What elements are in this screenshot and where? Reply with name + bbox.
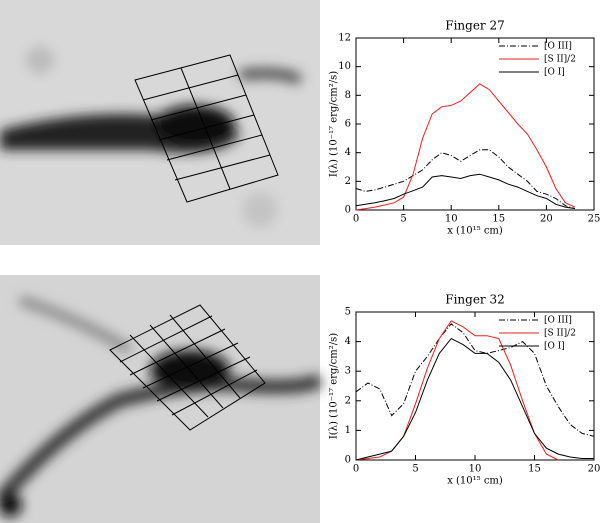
x-axis-label: x (10¹⁵ cm) (447, 226, 503, 237)
x-tick-label: 25 (588, 214, 600, 225)
legend-label: [O I] (544, 342, 565, 352)
y-tick-label: 2 (345, 176, 351, 187)
y-tick-label: 10 (338, 61, 351, 72)
x-tick-label: 10 (445, 214, 458, 225)
y-tick-label: 0 (345, 455, 351, 466)
y-axis-label: I(λ) (10⁻¹⁷ erg/cm²/s) (329, 71, 340, 177)
x-tick-label: 0 (353, 464, 359, 475)
legend-label: [O III] (544, 42, 572, 52)
x-tick-label: 10 (469, 464, 482, 475)
series-line (355, 323, 595, 437)
x-tick-label: 15 (492, 214, 505, 225)
series-line (355, 173, 576, 210)
legend-label: [S II]/2 (544, 55, 576, 65)
series-line (355, 337, 594, 461)
legend-label: [O I] (544, 68, 565, 78)
series-line (355, 83, 576, 211)
y-tick-label: 4 (345, 147, 351, 158)
chart-title: Finger 27 (445, 19, 505, 33)
series-line (355, 149, 576, 210)
x-axis-label: x (10¹⁵ cm) (447, 476, 503, 487)
image-finger-32 (0, 275, 324, 523)
y-tick-label: 3 (345, 366, 351, 377)
x-tick-label: 20 (588, 464, 600, 475)
y-tick-label: 12 (338, 33, 351, 44)
legend-label: [S II]/2 (544, 329, 576, 339)
legend-label: [O III] (544, 316, 572, 326)
y-tick-label: 6 (345, 119, 351, 130)
x-tick-label: 5 (400, 214, 406, 225)
x-tick-label: 5 (412, 464, 418, 475)
y-tick-label: 0 (345, 205, 351, 216)
image-finger-27 (0, 0, 320, 245)
x-tick-label: 20 (540, 214, 553, 225)
x-tick-label: 0 (353, 214, 359, 225)
y-axis-label: I(λ) (10⁻¹⁷ erg/cm²/s) (329, 333, 340, 439)
y-tick-label: 8 (345, 90, 351, 101)
y-tick-label: 5 (345, 307, 351, 318)
y-tick-label: 1 (345, 425, 351, 436)
x-tick-label: 15 (528, 464, 541, 475)
chart-title: Finger 32 (445, 293, 505, 307)
y-tick-label: 4 (345, 336, 351, 347)
y-tick-label: 2 (345, 395, 351, 406)
